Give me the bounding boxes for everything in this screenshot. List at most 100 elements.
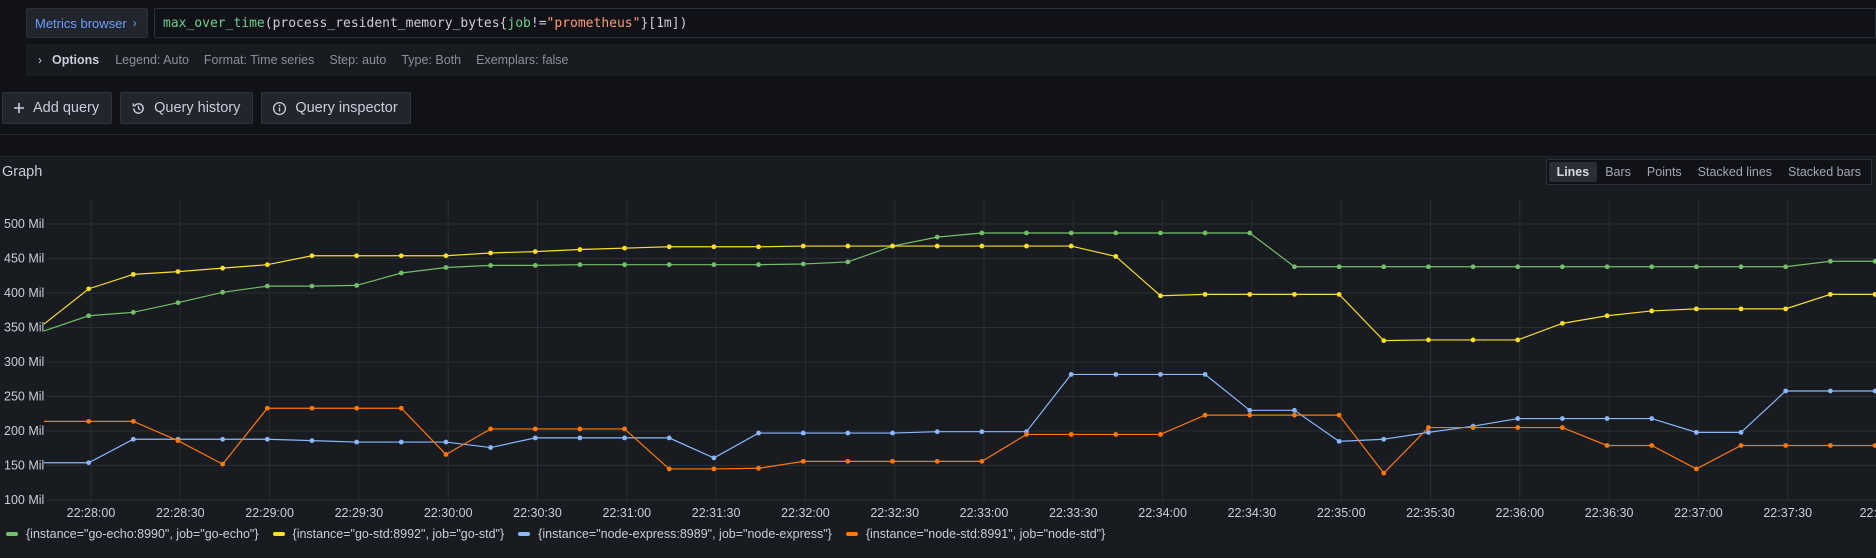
series-point — [130, 309, 136, 315]
legend-label: {instance="node-std:8991", job="node-std… — [865, 527, 1106, 541]
series-point — [264, 436, 270, 442]
series-point — [488, 426, 493, 432]
series-point — [1381, 470, 1387, 476]
x-tick-label: 22:32:00 — [781, 506, 830, 520]
series-point — [1738, 306, 1744, 312]
option-type: Type: Both — [401, 53, 462, 67]
query-function: max_over_time — [163, 15, 265, 31]
y-tick-label: 300 Mil — [4, 355, 44, 369]
chevron-right-icon[interactable]: › — [38, 53, 42, 67]
mode-bars[interactable]: Bars — [1605, 165, 1631, 179]
series-point — [264, 405, 270, 411]
series-point — [1247, 407, 1253, 413]
series-point — [845, 430, 851, 436]
option-format: Format: Time series — [203, 53, 315, 67]
x-tick-label: 22:31:30 — [692, 506, 741, 520]
query-editor[interactable]: max_over_time (process_resident_memory_by… — [154, 8, 1876, 38]
legend-swatch — [845, 532, 858, 536]
divider — [0, 134, 1876, 135]
memory-chart[interactable]: 100 Mil 150 Mil 200 Mil 250 Mil 300 Mil 350 M… — [0, 200, 1876, 525]
x-tick-label: 22:29:00 — [245, 506, 294, 520]
series-point — [1783, 443, 1789, 448]
series-point — [220, 461, 226, 467]
y-tick-label: 100 Mil — [4, 493, 44, 507]
series-point — [1649, 416, 1655, 421]
series-point — [1827, 291, 1833, 297]
mode-stacked-lines[interactable]: Stacked lines — [1697, 165, 1773, 179]
mode-lines[interactable]: Lines — [1548, 162, 1598, 182]
series-point — [1381, 338, 1387, 344]
y-tick-label: 500 Mil — [4, 217, 44, 231]
series-point — [622, 245, 627, 251]
x-tick-label: 22:30:00 — [424, 506, 473, 520]
query-label-value: "prometheus" — [546, 15, 641, 31]
series-point — [622, 435, 627, 441]
metrics-browser-button[interactable]: Metrics browser › — [26, 8, 148, 38]
series-point — [1604, 443, 1610, 448]
series-point — [1738, 429, 1744, 435]
series-point — [264, 262, 270, 268]
x-tick-label: 22:34:30 — [1228, 506, 1277, 520]
legend-item[interactable]: {instance="node-express:8989", job="node… — [518, 527, 832, 541]
series-point — [890, 243, 895, 249]
series-point — [1158, 230, 1163, 236]
x-tick-label: 22:35:00 — [1317, 506, 1366, 520]
query-tail: }[1m]) — [640, 15, 688, 31]
legend-item[interactable]: {instance="go-std:8992", job="go-std"} — [272, 527, 504, 541]
x-tick-label: 22:31:00 — [602, 506, 651, 520]
series-point — [711, 244, 717, 250]
series-line — [44, 373, 1875, 464]
series-point — [1024, 432, 1029, 437]
series-point — [1693, 264, 1699, 270]
mode-points[interactable]: Points — [1646, 165, 1682, 179]
series-point — [1068, 372, 1074, 377]
series-point — [622, 262, 627, 268]
x-tick-label: 22:37:00 — [1674, 506, 1723, 520]
y-tick-label: 400 Mil — [4, 286, 44, 300]
query-inspector-button[interactable]: Query inspector — [261, 92, 411, 124]
option-legend: Legend: Auto — [115, 53, 189, 67]
series-point — [1158, 293, 1163, 299]
series-point — [1247, 412, 1253, 418]
series-point — [1559, 416, 1565, 421]
mode-stacked-bars[interactable]: Stacked bars — [1788, 165, 1861, 179]
series-point — [756, 465, 761, 471]
legend-swatch — [272, 532, 285, 536]
series-point — [1738, 443, 1744, 448]
x-tick-label: 22:30:30 — [513, 506, 562, 520]
series-point — [1604, 416, 1610, 421]
x-tick-label: 22:35:30 — [1406, 506, 1455, 520]
legend-item[interactable]: {instance="node-std:8991", job="node-std… — [845, 527, 1106, 541]
series-point — [577, 247, 583, 252]
legend-swatch — [6, 532, 18, 536]
series-point — [666, 262, 672, 268]
series-point — [130, 436, 136, 442]
graph-panel — [0, 156, 1876, 558]
query-options[interactable]: › Options Legend: Auto Format: Time seri… — [26, 44, 1876, 76]
series-point — [711, 466, 717, 472]
metrics-browser-label: Metrics browser — [35, 15, 127, 31]
series-point — [1872, 291, 1876, 297]
series-point — [443, 452, 449, 457]
add-query-button[interactable]: Add query — [2, 92, 113, 124]
y-tick-label: 200 Mil — [4, 424, 44, 438]
query-history-label: Query history — [154, 100, 241, 116]
query-metric: (process_resident_memory_bytes{ — [264, 15, 508, 31]
options-title[interactable]: Options — [52, 53, 100, 67]
series-point — [1113, 372, 1119, 377]
series-point — [86, 418, 92, 424]
series-point — [666, 435, 672, 441]
series-point — [86, 460, 92, 466]
series-point — [1470, 425, 1476, 430]
query-history-button[interactable]: Query history — [120, 92, 254, 124]
series-point — [800, 243, 806, 249]
series-point — [1693, 306, 1699, 312]
series-point — [1783, 264, 1789, 270]
series-point — [1202, 230, 1208, 236]
series-point — [711, 455, 717, 461]
series-point — [934, 429, 940, 435]
series-point — [1827, 258, 1833, 264]
series-point — [86, 286, 92, 292]
legend-item[interactable]: {instance="go-echo:8990", job="go-echo"} — [6, 527, 259, 541]
series-point — [354, 439, 360, 445]
